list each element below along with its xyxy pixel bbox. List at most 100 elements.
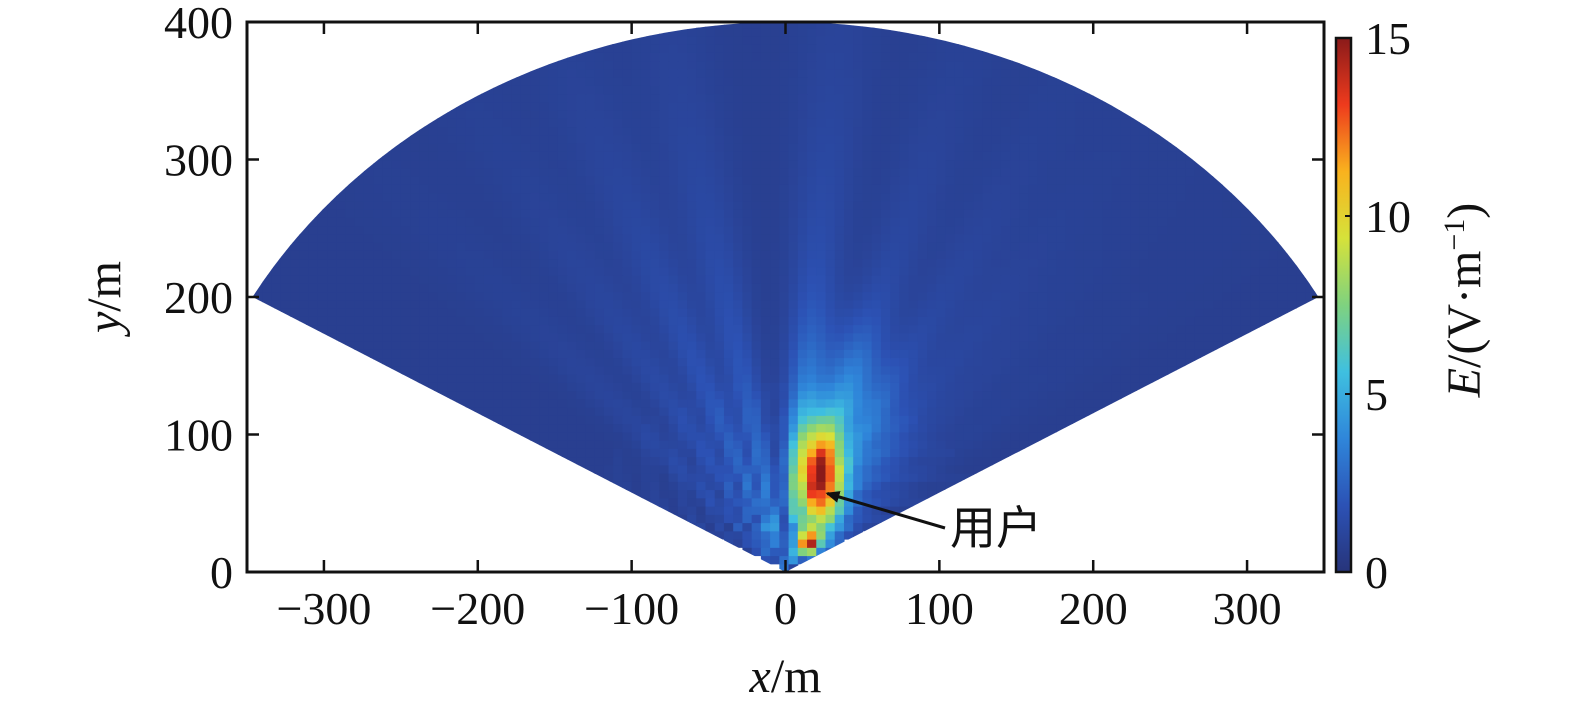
heatmap-cell bbox=[1000, 159, 1011, 169]
heatmap-cell bbox=[797, 506, 808, 515]
heatmap-cell bbox=[502, 283, 513, 293]
heatmap-cell bbox=[1111, 332, 1122, 342]
heatmap-cell bbox=[317, 316, 328, 326]
heatmap-cell bbox=[317, 233, 328, 243]
heatmap-cell bbox=[853, 448, 864, 458]
heatmap-cell bbox=[862, 440, 873, 449]
heatmap-cell bbox=[1056, 266, 1067, 276]
heatmap-cell bbox=[770, 93, 780, 103]
heatmap-cell bbox=[927, 217, 937, 227]
heatmap-cell bbox=[908, 250, 919, 260]
heatmap-cell bbox=[1037, 341, 1048, 350]
heatmap-cell bbox=[382, 159, 393, 169]
heatmap-cell bbox=[1120, 349, 1131, 359]
heatmap-cell bbox=[936, 209, 947, 218]
heatmap-cell bbox=[428, 382, 439, 392]
heatmap-cell bbox=[770, 522, 780, 532]
heatmap-cell bbox=[770, 390, 780, 400]
heatmap-cell bbox=[1231, 332, 1242, 342]
heatmap-cell bbox=[1231, 275, 1242, 284]
heatmap-cell bbox=[613, 52, 624, 62]
heatmap-cell bbox=[1176, 341, 1187, 350]
heatmap-cell bbox=[594, 275, 605, 284]
heatmap-cell bbox=[493, 110, 504, 119]
heatmap-cell bbox=[640, 398, 651, 408]
heatmap-cell bbox=[520, 374, 531, 383]
heatmap-cell bbox=[520, 250, 531, 260]
heatmap-cell bbox=[945, 407, 956, 416]
heatmap-cell bbox=[760, 365, 771, 375]
heatmap-cell bbox=[548, 390, 559, 400]
heatmap-cell bbox=[1083, 382, 1094, 392]
heatmap-cell bbox=[280, 233, 291, 243]
heatmap-cell bbox=[963, 200, 974, 210]
heatmap-cell bbox=[760, 431, 771, 441]
heatmap-cell bbox=[1000, 151, 1011, 161]
heatmap-cell bbox=[880, 440, 891, 449]
heatmap-cell bbox=[1047, 110, 1057, 119]
heatmap-cell bbox=[1047, 159, 1057, 169]
heatmap-cell bbox=[779, 126, 790, 136]
heatmap-cell bbox=[770, 159, 780, 169]
heatmap-cell bbox=[594, 374, 605, 383]
heatmap-cell bbox=[871, 134, 882, 144]
heatmap-cell bbox=[603, 291, 614, 301]
heatmap-cell bbox=[1120, 233, 1131, 243]
heatmap-cell bbox=[567, 60, 577, 70]
heatmap-cell bbox=[751, 209, 762, 218]
heatmap-cell bbox=[631, 167, 642, 177]
heatmap-cell bbox=[1083, 159, 1094, 169]
heatmap-cell bbox=[714, 382, 725, 392]
heatmap-cell bbox=[1139, 143, 1150, 152]
heatmap-cell bbox=[585, 324, 596, 334]
heatmap-cell bbox=[1056, 217, 1067, 227]
heatmap-cell bbox=[613, 423, 624, 433]
heatmap-cell bbox=[1176, 308, 1187, 317]
heatmap-cell bbox=[1139, 266, 1150, 276]
heatmap-cell bbox=[705, 101, 716, 111]
heatmap-cell bbox=[502, 176, 513, 185]
heatmap-cell bbox=[770, 266, 780, 276]
heatmap-cell bbox=[1093, 390, 1104, 400]
heatmap-cell bbox=[963, 266, 974, 276]
heatmap-cell bbox=[1111, 258, 1122, 268]
heatmap-cell bbox=[631, 448, 642, 458]
heatmap-cell bbox=[447, 374, 457, 383]
heatmap-cell bbox=[1028, 101, 1039, 111]
heatmap-cell bbox=[705, 448, 716, 458]
heatmap-cell bbox=[1259, 291, 1270, 301]
heatmap-cell bbox=[862, 299, 873, 309]
heatmap-cell bbox=[585, 110, 596, 119]
heatmap-cell bbox=[594, 167, 605, 177]
heatmap-cell bbox=[760, 308, 771, 317]
heatmap-cell bbox=[751, 547, 762, 557]
heatmap-cell bbox=[428, 118, 439, 128]
heatmap-cell bbox=[437, 167, 448, 177]
heatmap-cell bbox=[880, 365, 891, 375]
heatmap-cell bbox=[770, 365, 780, 375]
heatmap-cell bbox=[456, 101, 467, 111]
heatmap-cell bbox=[853, 233, 864, 243]
heatmap-cell bbox=[1268, 316, 1279, 326]
heatmap-cell bbox=[1028, 225, 1039, 235]
heatmap-cell bbox=[622, 398, 633, 408]
heatmap-cell bbox=[447, 258, 457, 268]
heatmap-cell bbox=[1231, 266, 1242, 276]
heatmap-cell bbox=[733, 85, 744, 95]
heatmap-cell bbox=[622, 456, 633, 466]
heatmap-cell bbox=[548, 398, 559, 408]
heatmap-cell bbox=[927, 52, 937, 62]
heatmap-cell bbox=[1102, 407, 1113, 416]
heatmap-cell bbox=[1185, 266, 1196, 276]
heatmap-cell bbox=[834, 316, 845, 326]
heatmap-cell bbox=[945, 242, 956, 251]
heatmap-cell bbox=[317, 275, 328, 284]
heatmap-cell bbox=[631, 143, 642, 152]
heatmap-cell bbox=[853, 60, 864, 70]
heatmap-cell bbox=[1037, 266, 1048, 276]
heatmap-cell bbox=[1213, 283, 1224, 293]
heatmap-cell bbox=[843, 365, 854, 375]
heatmap-cell bbox=[973, 275, 984, 284]
heatmap-cell bbox=[1167, 167, 1177, 177]
heatmap-cell bbox=[299, 275, 310, 284]
